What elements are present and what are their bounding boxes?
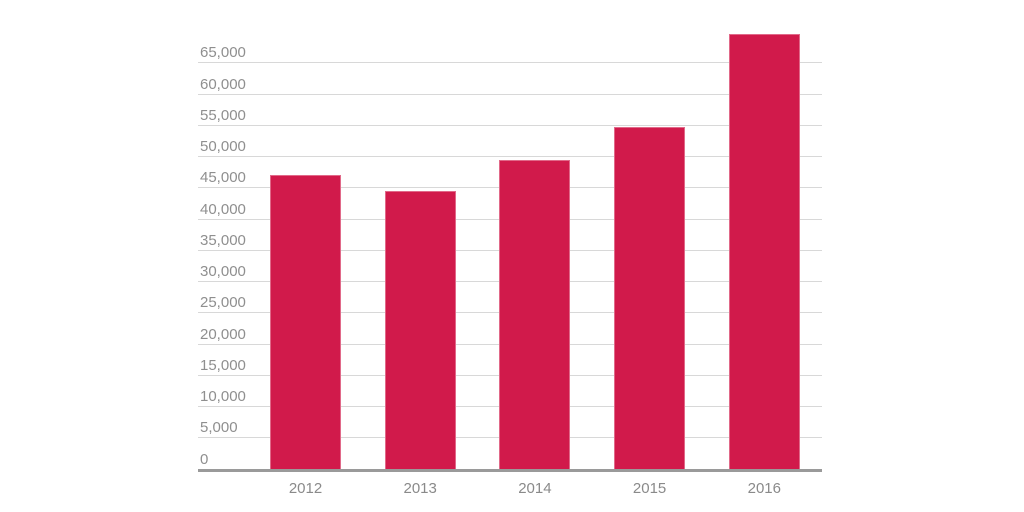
y-gridline (198, 124, 822, 126)
x-tick-label-2013: 2013 (403, 480, 437, 497)
y-tick-label: 60,000 (200, 75, 246, 93)
bar-2016 (728, 34, 800, 471)
y-tick-label: 45,000 (200, 169, 246, 187)
y-tick-label: 15,000 (200, 356, 246, 374)
x-tick-label-2016: 2016 (747, 480, 781, 497)
x-tick-label-2012: 2012 (288, 480, 323, 497)
y-tick-label: 35,000 (200, 231, 246, 249)
y-tick-label: 50,000 (200, 138, 246, 155)
bar-2012 (270, 174, 341, 471)
y-tick-label: 30,000 (200, 263, 246, 280)
bar-2014 (499, 160, 571, 471)
y-tick-label: 25,000 (200, 294, 246, 312)
bar-2013 (384, 191, 456, 471)
y-gridline (198, 62, 822, 64)
x-axis-line (198, 469, 822, 472)
x-tick-label-2014: 2014 (518, 480, 552, 497)
y-tick-label: 55,000 (200, 106, 246, 124)
bar-2015 (614, 126, 686, 471)
y-gridline (198, 93, 822, 95)
y-tick-label: 40,000 (200, 200, 246, 218)
y-tick-label: 0 (200, 450, 209, 468)
y-tick-label: 20,000 (200, 325, 246, 343)
y-tick-label: 65,000 (200, 44, 246, 62)
y-tick-label: 5,000 (200, 419, 238, 437)
y-gridline (198, 156, 822, 157)
x-tick-label-2015: 2015 (632, 480, 667, 497)
y-tick-label: 10,000 (200, 388, 246, 405)
